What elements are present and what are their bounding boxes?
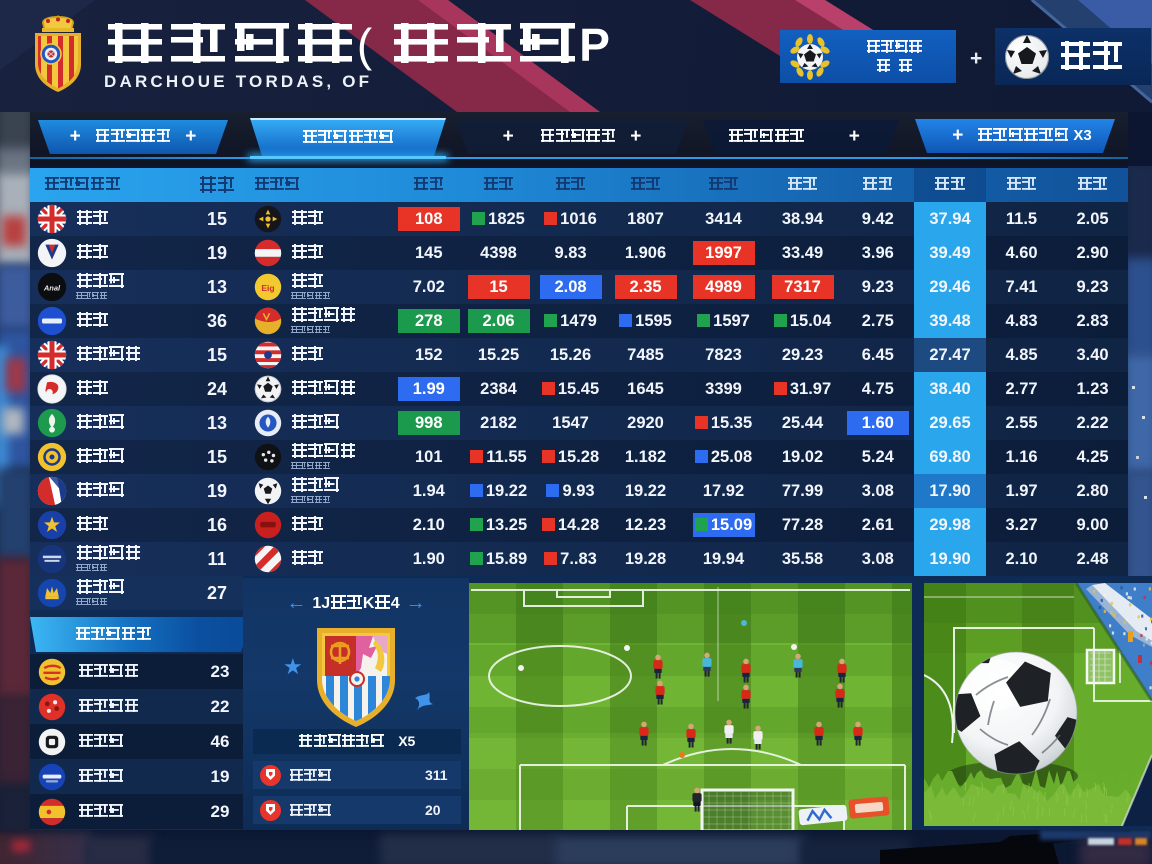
svg-text:Eig: Eig xyxy=(261,283,274,293)
svg-text:Anal: Anal xyxy=(43,283,61,292)
